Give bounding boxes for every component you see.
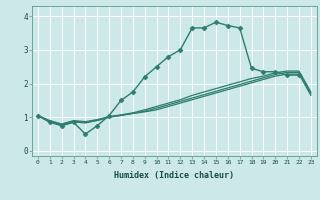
X-axis label: Humidex (Indice chaleur): Humidex (Indice chaleur) [115,171,234,180]
